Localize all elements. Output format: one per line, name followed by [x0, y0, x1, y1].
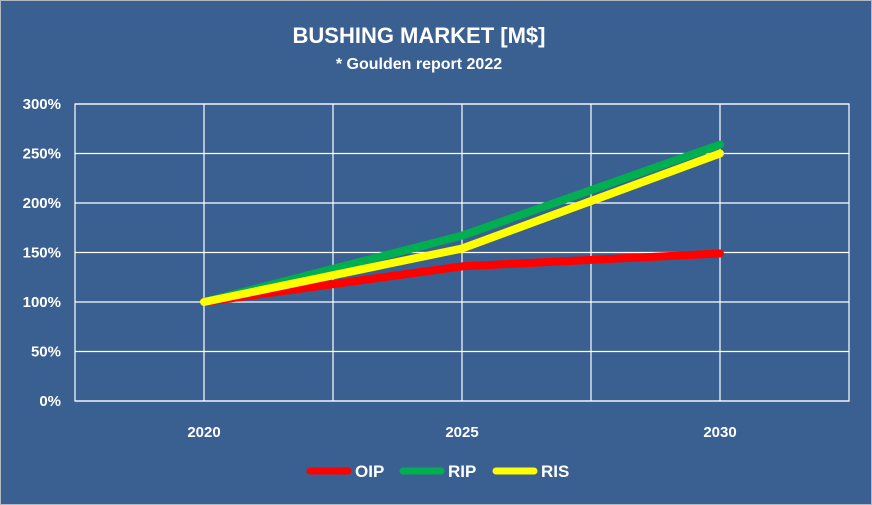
y-tick-label: 0%	[39, 393, 61, 410]
x-tick-label: 2020	[187, 424, 220, 441]
y-tick-label: 100%	[23, 294, 61, 311]
x-tick-label: 2030	[703, 424, 736, 441]
legend-label-oip: OIP	[355, 462, 384, 481]
legend-label-rip: RIP	[448, 462, 476, 481]
legend: OIP RIP RIS	[306, 462, 569, 481]
x-tick-label: 2025	[445, 424, 478, 441]
y-tick-label: 150%	[23, 245, 61, 262]
y-tick-label: 250%	[23, 146, 61, 163]
chart-title: BUSHING MARKET [M$]	[293, 23, 546, 48]
chart-subtitle: * Goulden report 2022	[336, 56, 502, 73]
series-line-oip	[200, 249, 724, 306]
series-lines	[200, 140, 724, 306]
y-axis-ticks: 0% 50% 100% 150% 200% 250% 300%	[23, 96, 61, 410]
y-tick-label: 300%	[23, 96, 61, 113]
y-tick-label: 50%	[31, 344, 61, 361]
series-line-rip	[200, 140, 724, 306]
series-line-ris	[200, 149, 724, 306]
legend-label-ris: RIS	[541, 462, 569, 481]
y-tick-label: 200%	[23, 195, 61, 212]
x-axis-ticks: 2020 2025 2030	[187, 424, 736, 441]
